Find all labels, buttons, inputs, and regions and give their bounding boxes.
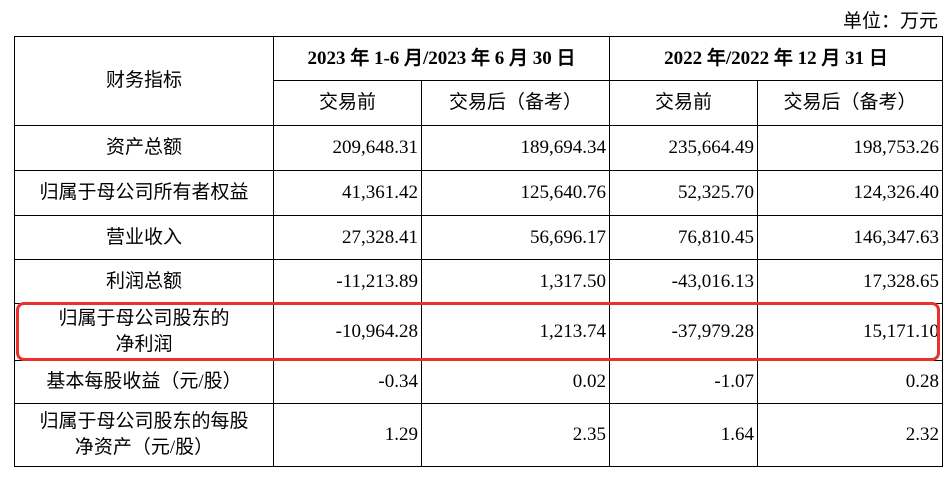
value-cell: 198,753.26 <box>757 125 943 171</box>
table-row: 营业收入 27,328.41 56,696.17 76,810.45 146,347.6… <box>14 215 943 260</box>
value-cell: 1,317.50 <box>421 259 610 304</box>
value-cell: -11,213.89 <box>273 259 422 304</box>
value-cell: 1.64 <box>609 403 758 467</box>
table-row: 资产总额 209,648.31 189,694.34 235,664.49 198,75… <box>14 125 943 171</box>
table-row: 交易前 交易后（备考） 交易前 交易后（备考） <box>15 80 943 126</box>
unit-note: 单位：万元 <box>842 11 938 32</box>
group-header: 2023 年 1-6 月/2023 年 6 月 30 日 <box>273 36 610 81</box>
corner-header: 财务指标 <box>14 36 274 126</box>
group-header: 2022 年/2022 年 12 月 31 日 <box>609 36 943 81</box>
value-cell: 2.35 <box>421 403 610 467</box>
value-cell: 56,696.17 <box>421 215 610 260</box>
sub-header: 交易前 <box>273 80 422 126</box>
value-cell: 124,326.40 <box>757 170 943 216</box>
value-cell: -43,016.13 <box>609 259 758 304</box>
row-label: 利润总额 <box>14 259 274 304</box>
sub-header: 交易后（备考） <box>421 80 610 126</box>
financial-table: 财务指标 2023 年 1-6 月/2023 年 6 月 30 日 2022 年/2… <box>14 36 943 467</box>
row-label: 营业收入 <box>14 215 274 260</box>
highlight-box <box>16 302 940 361</box>
row-label: 归属于母公司所有者权益 <box>14 170 274 216</box>
value-cell: 235,664.49 <box>609 125 758 171</box>
value-cell: -1.07 <box>609 360 758 404</box>
value-cell: 2.32 <box>757 403 943 467</box>
sub-header: 交易前 <box>609 80 758 126</box>
table-row: 归属于母公司所有者权益 41,361.42 125,640.76 52,325.70 1… <box>14 170 943 216</box>
value-cell: 209,648.31 <box>273 125 422 171</box>
value-cell: -10,964.28 <box>273 303 422 361</box>
row-label: 基本每股收益（元/股） <box>14 360 274 404</box>
row-label: 资产总额 <box>14 125 274 171</box>
sub-header: 交易后（备考） <box>757 80 943 126</box>
value-cell: 0.02 <box>421 360 610 404</box>
value-cell: 189,694.34 <box>421 125 610 171</box>
value-cell: 1.29 <box>273 403 422 467</box>
value-cell: 125,640.76 <box>421 170 610 216</box>
row-label: 归属于母公司股东的每股 净资产（元/股） <box>14 403 274 467</box>
value-cell: 76,810.45 <box>609 215 758 260</box>
value-cell: 146,347.63 <box>757 215 943 260</box>
value-cell: 27,328.41 <box>273 215 422 260</box>
value-cell: 0.28 <box>757 360 943 404</box>
row-label: 归属于母公司股东的 净利润 <box>14 303 274 361</box>
value-cell: -0.34 <box>273 360 422 404</box>
table-row: 财务指标 2023 年 1-6 月/2023 年 6 月 30 日 2022 年/2… <box>14 36 943 126</box>
value-cell: 17,328.65 <box>757 259 943 304</box>
value-cell: 41,361.42 <box>273 170 422 216</box>
table-row: 归属于母公司股东的每股 净资产（元/股） 1.29 2.35 1.64 2.32 <box>14 403 943 467</box>
table-row: 利润总额 -11,213.89 1,317.50 -43,016.13 17,328.6… <box>14 259 943 304</box>
value-cell: -37,979.28 <box>609 303 758 361</box>
table-row: 基本每股收益（元/股） -0.34 0.02 -1.07 0.28 <box>14 360 943 404</box>
value-cell: 52,325.70 <box>609 170 758 216</box>
